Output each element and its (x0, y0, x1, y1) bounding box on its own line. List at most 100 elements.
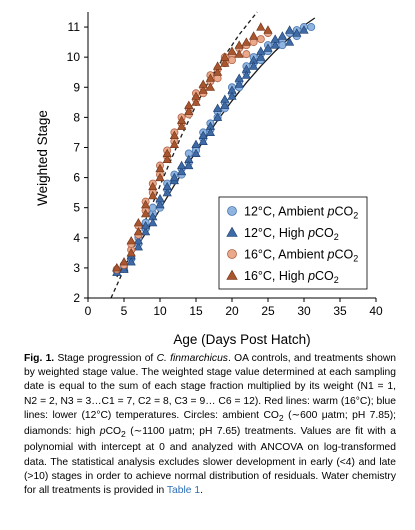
data-point-series-2 (162, 181, 172, 191)
stage-progression-chart: 0 5 10 15 20 25 30 35 40 2 3 4 5 6 7 8 9 10 11 Age (Days P… (35, 11, 383, 347)
legend-label: 16°C, Ambient pCO2 (244, 248, 358, 264)
x-tick-label: 20 (225, 304, 239, 318)
data-point-series-4 (148, 190, 158, 200)
data-point-series-4 (119, 257, 129, 266)
legend-marker (226, 226, 238, 237)
data-point-series-4 (162, 154, 172, 163)
data-point-series-2 (162, 187, 172, 197)
caption-text: (∼1100 μatm; pH 7.65) treatments. Values… (24, 426, 396, 496)
data-point-series-2 (284, 25, 295, 34)
data-point-series-2 (126, 257, 136, 266)
data-points (112, 22, 316, 276)
data-point-series-2 (191, 148, 201, 157)
data-point-series-2 (284, 37, 295, 46)
data-point-series-2 (140, 226, 151, 236)
data-point-series-4 (263, 25, 273, 34)
legend-marker (227, 206, 237, 216)
legend-label: 12°C, Ambient pCO2 (244, 205, 358, 221)
data-point-series-2 (176, 166, 187, 176)
data-point-series-4 (176, 121, 187, 130)
y-tick-label: 2 (73, 291, 80, 305)
data-point-series-4 (176, 115, 187, 124)
data-point-series-4 (227, 46, 237, 55)
data-point-series-2 (220, 94, 230, 103)
data-point-series-4 (220, 52, 230, 61)
y-tick-label: 7 (73, 140, 80, 154)
data-point-series-4 (234, 49, 244, 58)
x-tick-label: 35 (333, 304, 347, 318)
figure-label: Fig. 1. (24, 353, 55, 364)
data-point-series-2 (198, 136, 208, 145)
data-point-series-4 (140, 208, 151, 218)
data-point-series-2 (184, 160, 194, 170)
legend-box (218, 196, 368, 290)
x-tick-label: 0 (85, 304, 92, 318)
data-point-series-4 (212, 67, 223, 76)
data-point-series-4 (184, 100, 194, 109)
data-point-series-2 (148, 217, 158, 227)
figure-caption: Fig. 1. Stage progression of C. finmarch… (24, 352, 396, 498)
data-point-series-4 (133, 226, 144, 236)
data-point-series-1 (307, 23, 316, 32)
data-point-series-4 (234, 40, 244, 49)
x-tick-label: 30 (297, 304, 311, 318)
caption-text: Stage progression of (54, 353, 157, 364)
data-point-series-2 (292, 28, 302, 37)
subscript: 2 (278, 412, 284, 423)
x-tick-label: 10 (153, 304, 167, 318)
data-point-series-2 (227, 91, 237, 100)
data-point-series-2 (256, 46, 266, 55)
x-tick-label: 5 (121, 304, 128, 318)
data-point-series-2 (270, 40, 280, 49)
fit-line-16c (110, 11, 258, 299)
data-point-series-4 (162, 148, 172, 157)
data-point-series-4 (212, 61, 223, 70)
data-point-series-3 (242, 50, 251, 59)
data-point-series-4 (140, 199, 151, 209)
data-point-series-4 (198, 85, 208, 94)
x-axis-label: Age (Days Post Hatch) (173, 332, 310, 347)
data-point-series-4 (220, 58, 230, 67)
data-point-series-2 (220, 100, 230, 109)
data-point-series-4 (256, 22, 266, 31)
y-tick-label: 11 (68, 20, 81, 34)
data-point-series-4 (169, 139, 180, 148)
data-point-series-4 (133, 217, 144, 227)
data-point-series-2 (169, 172, 180, 182)
y-tick-label: 5 (73, 201, 80, 215)
y-axis-label: Weighted Stage (35, 110, 50, 206)
data-point-series-1 (148, 203, 157, 212)
x-tick-label: 25 (261, 304, 275, 318)
data-point-series-4 (191, 91, 201, 100)
data-point-series-2 (263, 43, 273, 52)
legend: 12°C, Ambient pCO2 12°C, High pCO2 16°C, A… (218, 196, 368, 290)
y-tick-label: 9 (73, 80, 80, 94)
table-reference-link[interactable]: Table 1 (166, 484, 201, 496)
data-point-series-4 (205, 82, 216, 91)
data-point-series-3 (256, 35, 265, 44)
x-tick-label: 15 (189, 304, 203, 318)
data-point-series-2 (119, 264, 129, 273)
data-point-series-2 (299, 25, 309, 34)
y-tick-label: 4 (73, 231, 80, 245)
caption-text: . OA controls, and treatments shown by w… (24, 353, 397, 421)
data-point-series-2 (155, 193, 165, 203)
legend-label: 16°C, High pCO2 (244, 269, 339, 285)
subscript: 2 (121, 429, 126, 440)
caption-text: (∼600 μatm; pH 7.85); diamonds: high (24, 409, 396, 438)
axes: 0 5 10 15 20 25 30 35 40 2 3 4 5 6 7 8 9 10 11 (67, 12, 383, 318)
data-point-series-4 (148, 181, 158, 191)
data-point-series-4 (191, 97, 201, 106)
data-point-series-2 (212, 112, 223, 121)
x-tick-label: 40 (369, 304, 383, 318)
caption-text: CO (105, 426, 122, 438)
data-point-series-2 (140, 220, 151, 230)
data-point-series-4 (155, 163, 165, 173)
data-point-series-4 (112, 263, 122, 272)
species-name: C. finmarchicus (156, 353, 228, 364)
data-point-series-4 (184, 106, 194, 115)
data-point-series-1 (278, 41, 287, 50)
data-point-series-2 (277, 31, 288, 40)
data-point-series-3 (213, 74, 222, 83)
data-point-series-2 (176, 160, 187, 170)
